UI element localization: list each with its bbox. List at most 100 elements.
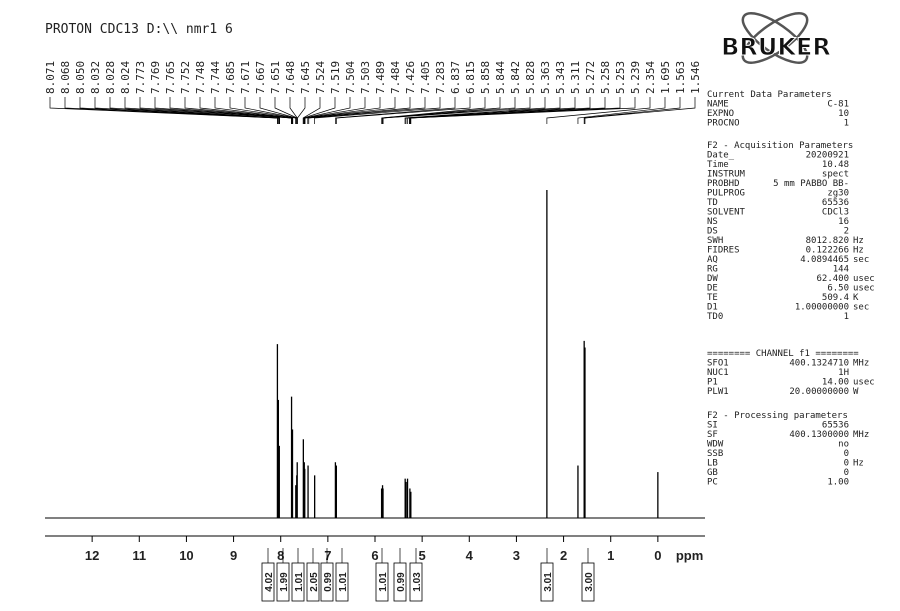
param-heading: F2 - Acquisition Parameters xyxy=(707,141,853,151)
peak-label: 8.068 xyxy=(59,61,72,94)
peak-label: 2.354 xyxy=(644,61,657,94)
param-value: 400.1300000 xyxy=(789,430,849,440)
peak-label: 7.489 xyxy=(374,61,387,94)
peak-leader xyxy=(583,97,681,124)
param-value: 400.1324710 xyxy=(789,359,849,369)
peak-label: 7.671 xyxy=(239,61,252,94)
peak-label: 5.311 xyxy=(569,61,582,94)
param-name: PROBHD xyxy=(707,179,740,189)
peak-leader xyxy=(314,97,441,124)
param-value: 0 xyxy=(844,459,849,469)
peak-label: 7.484 xyxy=(389,61,402,94)
x-tick-label: 0 xyxy=(654,548,661,563)
param-value: 62.400 xyxy=(816,274,849,284)
peak-label: 7.752 xyxy=(179,61,192,94)
peak-label: 1.695 xyxy=(659,61,672,94)
param-unit: K xyxy=(853,293,859,303)
x-tick-label: 3 xyxy=(513,548,520,563)
param-heading: F2 - Processing parameters xyxy=(707,411,848,421)
peak-label: 7.773 xyxy=(134,61,147,94)
peak-leader xyxy=(407,97,576,124)
peak-leader xyxy=(214,97,294,124)
peak-label: 8.024 xyxy=(119,61,132,94)
param-value: 16 xyxy=(838,217,849,227)
param-value: CDCl3 xyxy=(822,208,849,218)
param-value: 144 xyxy=(833,265,849,275)
peak-label: 7.648 xyxy=(284,61,297,94)
param-heading: ======== CHANNEL f1 ======== xyxy=(707,349,859,359)
peak-leader xyxy=(303,97,336,124)
x-tick-label: 2 xyxy=(560,548,567,563)
x-tick-label: 6 xyxy=(371,548,378,563)
peak-label: 7.645 xyxy=(299,61,312,94)
peak-leader xyxy=(336,97,471,124)
peak-label: 8.050 xyxy=(74,61,87,94)
peak-leader xyxy=(64,97,278,124)
param-value: 1 xyxy=(844,119,849,129)
param-value: 8012.820 xyxy=(806,236,849,246)
param-heading: Current Data Parameters xyxy=(707,90,832,100)
peak-leader xyxy=(304,97,396,124)
param-unit: sec xyxy=(853,303,869,313)
param-value: spect xyxy=(822,170,849,180)
param-name: RG xyxy=(707,265,718,275)
param-unit: sec xyxy=(853,255,869,265)
param-name: PLW1 xyxy=(707,387,729,397)
peak-label: 5.828 xyxy=(524,61,537,94)
param-name: TE xyxy=(707,293,718,303)
integral-label: 1.01 xyxy=(378,572,389,592)
param-value: 1H xyxy=(838,368,849,378)
param-name: INSTRUM xyxy=(707,170,746,180)
peak-label: 6.837 xyxy=(449,61,462,94)
integral-label: 0.99 xyxy=(396,572,407,592)
param-name: SI xyxy=(707,421,718,431)
peak-leader xyxy=(308,97,426,124)
x-tick-label: 9 xyxy=(230,548,237,563)
peak-label: 5.343 xyxy=(554,61,567,94)
x-tick-label: 1 xyxy=(607,548,614,563)
param-name: NUC1 xyxy=(707,368,729,378)
peak-label: 7.744 xyxy=(209,61,222,94)
peak-label: 8.071 xyxy=(44,61,57,94)
param-value: 1 xyxy=(844,312,849,322)
param-name: WDW xyxy=(707,440,724,450)
param-value: 65536 xyxy=(822,421,849,431)
param-value: 0 xyxy=(844,468,849,478)
peak-leader xyxy=(577,97,666,124)
integral-label: 0.99 xyxy=(323,572,334,592)
param-value: C-81 xyxy=(827,100,849,110)
param-unit: Hz xyxy=(853,236,864,246)
orbit xyxy=(741,12,809,64)
peak-leader xyxy=(382,97,531,124)
peak-label: 5.842 xyxy=(509,61,522,94)
param-unit: MHz xyxy=(853,430,869,440)
peak-leader xyxy=(302,97,321,124)
peak-label: 5.858 xyxy=(479,61,492,94)
x-tick-label: 8 xyxy=(277,548,284,563)
peak-leader xyxy=(303,97,366,124)
peak-label: 5.239 xyxy=(629,61,642,94)
param-name: SSB xyxy=(707,449,723,459)
peak-label: 7.748 xyxy=(194,61,207,94)
peak-label: 1.563 xyxy=(674,61,687,94)
integral-label: 3.00 xyxy=(584,572,595,592)
integral-label: 2.05 xyxy=(309,572,320,592)
param-value: 10.48 xyxy=(822,160,849,170)
x-tick-label: 7 xyxy=(324,548,331,563)
integral-label: 3.01 xyxy=(543,572,554,592)
peak-label: 7.769 xyxy=(149,61,162,94)
param-name: DS xyxy=(707,227,718,237)
integral-label: 1.01 xyxy=(294,572,305,592)
param-unit: Hz xyxy=(853,459,864,469)
x-tick-label: 12 xyxy=(85,548,99,563)
param-unit: W xyxy=(853,387,859,397)
param-value: no xyxy=(838,440,849,450)
param-value: 0 xyxy=(844,449,849,459)
peak-label: 8.028 xyxy=(104,61,117,94)
integral-label: 1.01 xyxy=(338,572,349,592)
peak-label: 7.405 xyxy=(419,61,432,94)
peak-leader xyxy=(307,97,411,124)
peak-label: 7.503 xyxy=(359,61,372,94)
peak-label: 5.272 xyxy=(584,61,597,94)
